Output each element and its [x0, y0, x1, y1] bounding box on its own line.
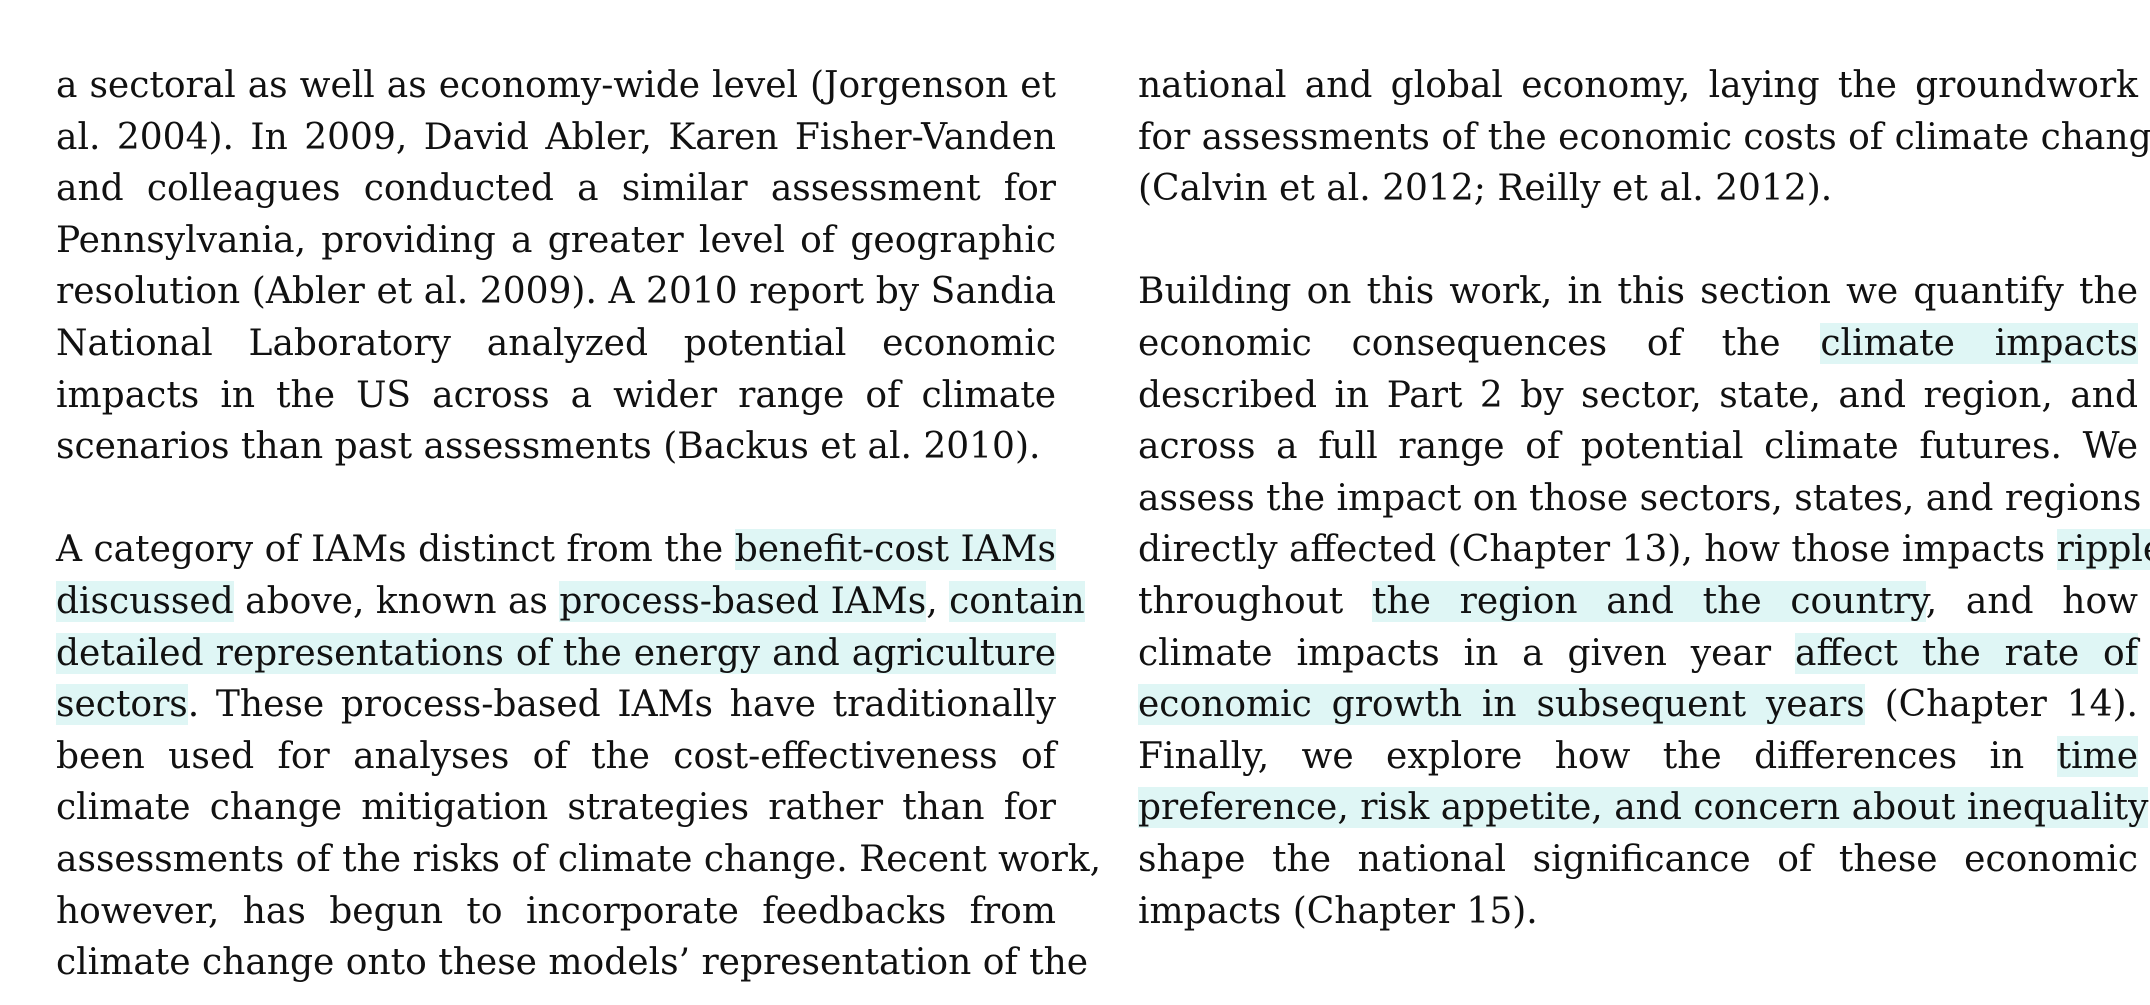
text-run: (Chapter 14).	[1864, 684, 2138, 726]
text-line: across a full range of potential climate…	[1138, 426, 2138, 468]
text-run: . These process-based IAMs have traditio…	[187, 684, 1056, 726]
text-line: shape the national significance of these…	[1138, 838, 2138, 880]
highlight: climate impacts	[1820, 322, 2138, 364]
text-line: described in Part 2 by sector, state, an…	[1138, 374, 2138, 416]
text-line: economic growth in subsequent years (Cha…	[1138, 679, 2138, 731]
paragraph-left-2: A category of IAMs distinct from the ben…	[56, 524, 1102, 988]
paragraph-left-1: a sectoral as well as economy-wide level…	[56, 60, 1056, 473]
highlight: the region and the country	[1371, 580, 1926, 622]
text-line: a sectoral as well as economy-wide level…	[56, 65, 1056, 106]
text-run: above, known as	[233, 580, 560, 622]
left-column: a sectoral as well as economy-wide level…	[56, 60, 1102, 989]
text-line: resolution (Abler et al. 2009). A 2010 r…	[56, 271, 1056, 313]
text-run: , and how	[1925, 580, 2138, 622]
highlight: time	[2056, 735, 2138, 777]
paragraph-right-2: Building on this work, in this section w…	[1138, 266, 2150, 937]
text-line: Finally, we explore how the differences …	[1138, 731, 2138, 783]
text-line: assessments of the risks of climate chan…	[56, 838, 1102, 880]
text-line: climate change mitigation strategies rat…	[56, 787, 1056, 829]
text-line: impacts in the US across a wider range o…	[56, 374, 1056, 416]
text-run: climate impacts in a given year	[1138, 632, 1795, 674]
text-line: National Laboratory analyzed potential e…	[56, 322, 1056, 364]
highlight: ripple	[2056, 529, 2150, 571]
text-line: assess the impact on those sectors, stat…	[1138, 477, 2142, 519]
text-line: and colleagues conducted a similar asses…	[56, 168, 1056, 210]
highlight: discussed	[56, 580, 234, 622]
text-line: Building on this work, in this section w…	[1138, 271, 2138, 313]
text-line: national and global economy, laying the …	[1138, 65, 2138, 106]
paragraph-gap	[1138, 215, 2138, 267]
right-column: national and global economy, laying the …	[1138, 60, 2150, 937]
highlight: preference, risk appetite, and concern a…	[1138, 787, 2149, 829]
paragraph-right-1: national and global economy, laying the …	[1138, 60, 2150, 215]
text-line: Pennsylvania, providing a greater level …	[56, 219, 1056, 261]
highlight: affect the rate of	[1794, 632, 2138, 674]
highlight: economic growth in subsequent years	[1138, 684, 1865, 726]
highlight: process-based IAMs	[559, 580, 927, 622]
highlight: contain	[949, 580, 1085, 622]
paragraph-gap	[56, 473, 1056, 525]
text-line: been used for analyses of the cost-effec…	[56, 735, 1056, 777]
text-line: scenarios than past assessments (Backus …	[56, 426, 1041, 468]
text-line: impacts (Chapter 15).	[1138, 890, 1538, 932]
text-line: throughout the region and the country, a…	[1138, 576, 2138, 628]
text-line: climate change onto these models’ repres…	[56, 942, 1089, 984]
text-run: ,	[926, 580, 950, 622]
text-line: preference, risk appetite, and concern a…	[1138, 782, 2149, 834]
text-line: however, has begun to incorporate feedba…	[56, 890, 1056, 932]
text-run: throughout	[1138, 580, 1372, 622]
text-run: economic consequences of the	[1138, 322, 1821, 364]
highlight: detailed representations of the energy a…	[56, 632, 1056, 674]
text-line: detailed representations of the energy a…	[56, 628, 1056, 680]
text-line: (Calvin et al. 2012; Reilly et al. 2012)…	[1138, 168, 1833, 210]
text-line: economic consequences of the climate imp…	[1138, 318, 2138, 370]
text-line: A category of IAMs distinct from the ben…	[56, 524, 1056, 576]
highlight: benefit-cost IAMs	[734, 529, 1056, 571]
text-run: directly affected (Chapter 13), how thos…	[1138, 529, 2057, 571]
highlight: sectors	[56, 684, 188, 726]
text-line: climate impacts in a given year affect t…	[1138, 628, 2138, 680]
text-line: sectors. These process-based IAMs have t…	[56, 679, 1056, 731]
text-run: Finally, we explore how the differences …	[1138, 735, 2057, 777]
text-line: directly affected (Chapter 13), how thos…	[1138, 524, 2150, 576]
text-run: A category of IAMs distinct from the	[56, 529, 735, 571]
text-line: for assessments of the economic costs of…	[1138, 116, 2150, 158]
text-line: discussed above, known as process-based …	[56, 576, 1085, 628]
text-line: al. 2004). In 2009, David Abler, Karen F…	[56, 116, 1056, 158]
